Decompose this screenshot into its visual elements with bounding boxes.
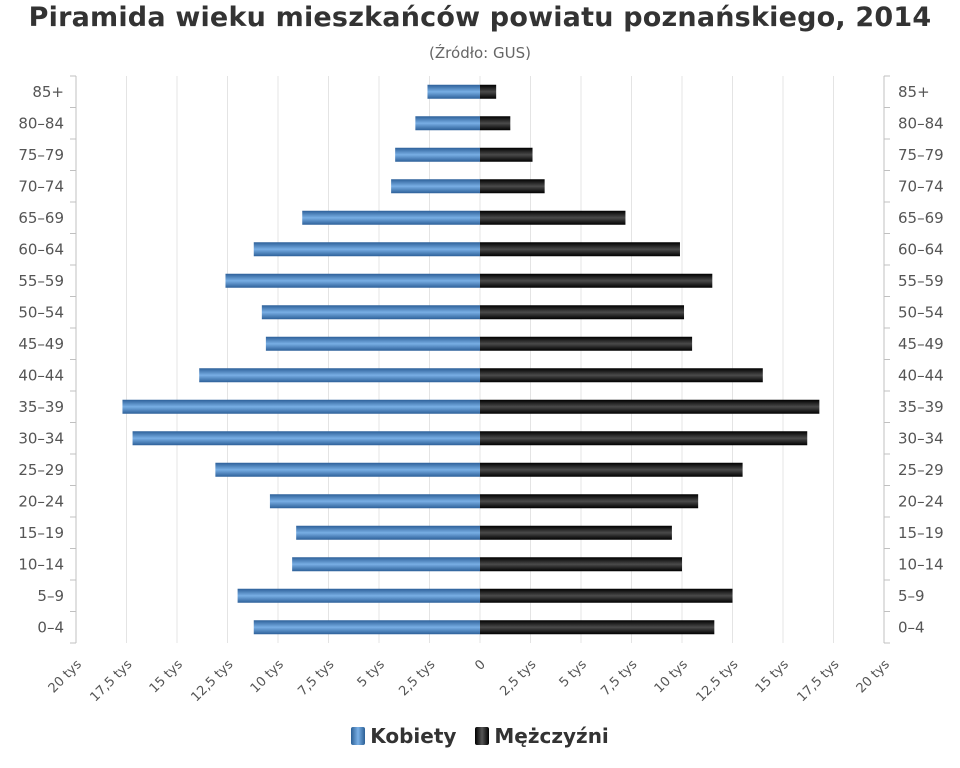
legend-swatch-mezczyzni [475,726,490,745]
category-label-right: 10–14 [898,555,944,573]
category-label-left: 45–49 [18,335,64,353]
category-label-left: 35–39 [18,398,64,416]
bar-kobiety-70–74 [391,179,480,194]
bar-kobiety-20–24 [269,494,480,509]
bar-mezczyzni-25–29 [480,462,743,477]
x-tick-label: 20 tys [46,657,85,696]
category-label-right: 45–49 [898,335,944,353]
legend-label-kobiety: Kobiety [370,723,457,748]
bar-kobiety-45–49 [265,336,480,351]
category-label-left: 25–29 [18,461,64,479]
chart-title: Piramida wieku mieszkańców powiatu pozna… [28,2,932,33]
category-label-right: 40–44 [898,366,944,384]
bar-mezczyzni-75–79 [480,147,533,162]
bar-mezczyzni-50–54 [480,305,685,320]
category-label-right: 85+ [898,83,930,101]
bar-kobiety-30–34 [132,431,480,446]
category-label-right: 5–9 [898,587,925,605]
category-label-right: 25–29 [898,461,944,479]
category-label-right: 20–24 [898,492,944,510]
bar-mezczyzni-70–74 [480,179,545,194]
x-tick-label: 2,5 tys [396,657,438,699]
bar-mezczyzni-40–44 [480,368,763,383]
bar-mezczyzni-45–49 [480,336,693,351]
bar-kobiety-75–79 [395,147,480,162]
category-label-left: 70–74 [18,177,64,195]
bar-kobiety-60–64 [253,242,480,257]
x-tick-label: 17,5 tys [87,657,135,705]
x-tick-label: 17,5 tys [794,657,842,705]
legend-item-kobiety[interactable]: Kobiety [351,724,456,748]
bar-kobiety-5–9 [237,588,480,603]
category-label-right: 65–69 [898,209,944,227]
x-tick-label: 15 tys [147,657,186,696]
bar-kobiety-40–44 [199,368,480,383]
bar-mezczyzni-10–14 [480,557,682,572]
category-label-right: 80–84 [898,114,944,132]
bar-mezczyzni-5–9 [480,588,733,603]
legend-swatch-kobiety [351,726,366,745]
bar-kobiety-50–54 [261,305,480,320]
bar-mezczyzni-85+ [480,84,497,99]
x-tick-label: 5 tys [355,657,388,690]
bar-mezczyzni-0–4 [480,620,715,635]
bar-kobiety-85+ [427,84,480,99]
bar-mezczyzni-80–84 [480,116,511,131]
bar-kobiety-35–39 [122,399,481,414]
bar-kobiety-10–14 [292,557,480,572]
legend-item-mezczyzni[interactable]: Mężczyźni [475,723,609,748]
category-label-left: 60–64 [18,240,64,258]
x-tick-label: 0 [472,657,488,673]
category-label-right: 15–19 [898,524,944,542]
x-tick-label: 15 tys [753,657,792,696]
category-label-left: 0–4 [37,618,64,636]
category-label-right: 55–59 [898,272,944,290]
category-label-left: 20–24 [18,492,64,510]
category-label-left: 30–34 [18,429,64,447]
category-label-left: 15–19 [18,524,64,542]
category-label-left: 55–59 [18,272,64,290]
bar-kobiety-65–69 [302,210,480,225]
bar-mezczyzni-65–69 [480,210,626,225]
bar-kobiety-0–4 [253,620,480,635]
category-label-right: 0–4 [898,618,925,636]
bar-kobiety-80–84 [415,116,480,131]
chart-legend: Kobiety Mężczyźni [0,722,960,748]
x-tick-label: 2,5 tys [497,657,539,699]
bar-mezczyzni-35–39 [480,399,820,414]
x-tick-label: 12,5 tys [188,657,236,705]
category-label-left: 10–14 [18,555,64,573]
category-label-right: 75–79 [898,146,944,164]
category-label-left: 50–54 [18,303,64,321]
bar-kobiety-55–59 [225,273,480,288]
category-label-right: 50–54 [898,303,944,321]
category-label-right: 60–64 [898,240,944,258]
x-tick-label: 10 tys [248,657,287,696]
bar-kobiety-15–19 [296,525,480,540]
category-label-right: 35–39 [898,398,944,416]
category-label-left: 85+ [32,83,64,101]
category-label-left: 75–79 [18,146,64,164]
category-label-right: 30–34 [898,429,944,447]
bar-kobiety-25–29 [215,462,480,477]
bar-mezczyzni-55–59 [480,273,713,288]
x-tick-label: 10 tys [652,657,691,696]
bar-mezczyzni-20–24 [480,494,699,509]
category-label-left: 40–44 [18,366,64,384]
bar-mezczyzni-30–34 [480,431,808,446]
x-tick-label: 20 tys [854,657,893,696]
category-label-left: 65–69 [18,209,64,227]
category-label-left: 80–84 [18,114,64,132]
bar-mezczyzni-15–19 [480,525,672,540]
category-label-right: 70–74 [898,177,944,195]
chart-subtitle: (Źródło: GUS) [429,44,531,62]
x-tick-label: 12,5 tys [693,657,741,705]
bar-mezczyzni-60–64 [480,242,680,257]
x-tick-label: 7,5 tys [598,657,640,699]
x-tick-label: 7,5 tys [295,657,337,699]
category-label-left: 5–9 [37,587,64,605]
legend-label-mezczyzni: Mężczyźni [494,723,609,748]
x-tick-label: 5 tys [557,657,590,690]
